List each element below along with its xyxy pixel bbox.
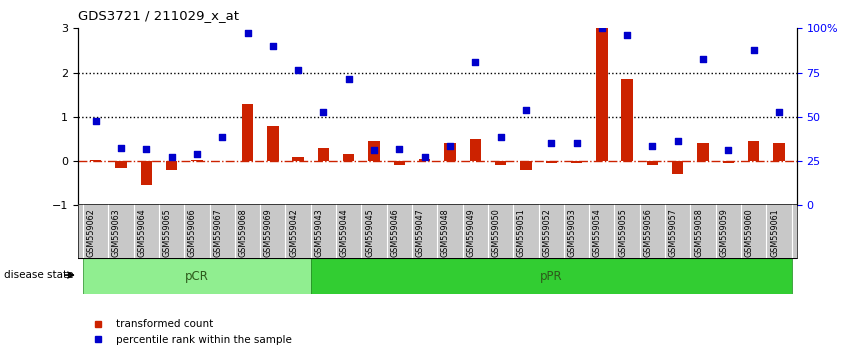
Text: GSM559068: GSM559068 (238, 208, 248, 257)
Point (266, 43, 280, 49)
Text: GSM559058: GSM559058 (694, 208, 703, 257)
Text: GSM559057: GSM559057 (669, 208, 678, 257)
Text: GSM559051: GSM559051 (517, 208, 526, 257)
Bar (444, 143, 456, 161)
Text: GSM559050: GSM559050 (492, 208, 501, 257)
Point (241, 30, 255, 36)
Point (316, 110, 330, 115)
Legend: transformed count, percentile rank within the sample: transformed count, percentile rank withi… (83, 315, 296, 349)
Bar (368, 141, 380, 161)
Point (367, 147, 381, 153)
Point (469, 59, 482, 64)
Point (671, 138, 685, 144)
Text: GSM559043: GSM559043 (314, 208, 323, 257)
Text: GSM559054: GSM559054 (593, 208, 602, 257)
Bar (318, 148, 329, 161)
Text: GSM559064: GSM559064 (138, 208, 146, 257)
Bar (672, 161, 683, 175)
Text: GSM559065: GSM559065 (163, 208, 171, 257)
Text: GSM559056: GSM559056 (643, 208, 652, 257)
Point (443, 143, 457, 148)
Bar (622, 79, 633, 161)
Point (645, 143, 659, 148)
Point (721, 147, 735, 153)
Point (291, 68, 305, 73)
Bar (83, 258, 311, 294)
Bar (697, 143, 708, 161)
Text: GSM559059: GSM559059 (720, 208, 728, 257)
Text: GSM559062: GSM559062 (87, 208, 95, 257)
Bar (343, 154, 354, 161)
Bar (494, 161, 507, 166)
Bar (311, 258, 792, 294)
Text: GSM559063: GSM559063 (112, 208, 121, 257)
Point (620, 32, 634, 38)
Bar (166, 161, 178, 170)
Point (545, 141, 559, 146)
Text: GSM559053: GSM559053 (567, 208, 577, 257)
Text: GSM559067: GSM559067 (213, 208, 223, 257)
Bar (546, 161, 557, 163)
Point (139, 146, 153, 152)
Bar (242, 104, 253, 161)
Bar (191, 160, 203, 161)
Bar (723, 161, 734, 163)
Point (216, 134, 229, 139)
Text: GSM559047: GSM559047 (416, 208, 424, 257)
Point (570, 141, 584, 146)
Bar (115, 161, 126, 168)
Point (342, 76, 356, 82)
Text: GSM559045: GSM559045 (365, 208, 374, 257)
Bar (469, 139, 481, 161)
Bar (520, 161, 532, 170)
Bar (419, 159, 430, 161)
Text: pPR: pPR (540, 270, 563, 282)
Point (417, 154, 431, 159)
Bar (293, 156, 304, 161)
Text: pCR: pCR (185, 270, 209, 282)
Point (772, 110, 786, 115)
Text: GSM559042: GSM559042 (289, 208, 298, 257)
Bar (596, 28, 608, 161)
Bar (571, 161, 582, 163)
Point (165, 154, 178, 159)
Bar (394, 161, 405, 166)
Text: GSM559052: GSM559052 (542, 208, 552, 257)
Point (494, 134, 507, 139)
Point (746, 48, 760, 53)
Text: GSM559060: GSM559060 (745, 208, 753, 257)
Bar (140, 161, 152, 185)
Point (519, 107, 533, 113)
Text: disease state: disease state (4, 270, 74, 280)
Text: GSM559048: GSM559048 (441, 208, 450, 257)
Bar (748, 141, 759, 161)
Bar (647, 161, 658, 166)
Point (595, 25, 609, 31)
Text: GSM559069: GSM559069 (264, 208, 273, 257)
Text: GSM559055: GSM559055 (618, 208, 627, 257)
Point (114, 145, 128, 151)
Text: GSM559061: GSM559061 (770, 208, 779, 257)
Point (392, 146, 406, 152)
Text: GSM559049: GSM559049 (466, 208, 475, 257)
Text: GSM559044: GSM559044 (339, 208, 349, 257)
Bar (267, 126, 279, 161)
Point (696, 57, 710, 62)
Bar (90, 160, 101, 161)
Text: GSM559066: GSM559066 (188, 208, 197, 257)
Text: GDS3721 / 211029_x_at: GDS3721 / 211029_x_at (78, 9, 239, 22)
Point (190, 152, 204, 157)
Point (88, 118, 102, 124)
Text: GSM559046: GSM559046 (391, 208, 399, 257)
Bar (773, 143, 785, 161)
